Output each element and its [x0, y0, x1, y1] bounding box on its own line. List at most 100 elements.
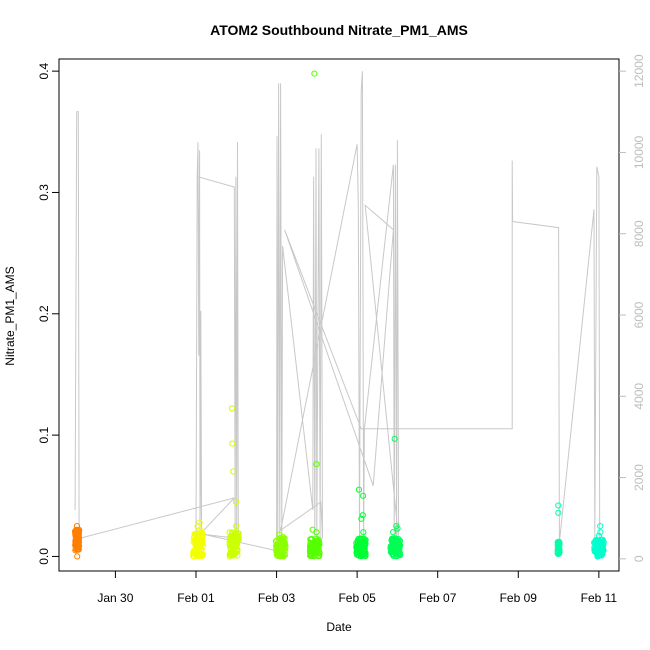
data-point — [592, 539, 599, 546]
y2-tick-label: 12000 — [632, 54, 646, 88]
data-point — [555, 543, 562, 550]
data-point — [390, 541, 397, 548]
data-point — [313, 544, 320, 551]
data-point — [229, 440, 236, 447]
data-point — [359, 512, 366, 519]
data-point — [395, 536, 402, 543]
data-point — [361, 549, 368, 556]
data-point — [596, 552, 603, 559]
data-point — [395, 544, 402, 551]
data-point — [353, 550, 360, 557]
data-point — [316, 549, 323, 556]
data-point — [313, 542, 320, 549]
data-point — [598, 546, 606, 554]
data-point — [229, 550, 236, 557]
data-point — [198, 541, 206, 548]
scatter-group — [272, 531, 289, 560]
x-axis-label: Date — [326, 620, 352, 634]
data-point — [555, 547, 562, 554]
data-point — [390, 529, 397, 536]
data-point — [232, 498, 240, 505]
scatter-group — [387, 435, 404, 560]
data-point — [228, 542, 235, 549]
y2-tick-label: 6000 — [632, 301, 646, 328]
data-point — [355, 486, 363, 493]
data-point — [233, 523, 240, 530]
data-point — [280, 553, 287, 560]
data-point — [280, 545, 288, 553]
data-point — [307, 545, 314, 552]
data-point — [394, 525, 401, 532]
data-point — [307, 549, 314, 556]
data-point — [196, 526, 203, 533]
data-point — [597, 529, 604, 536]
data-point — [313, 529, 320, 536]
data-point — [311, 70, 318, 77]
scatter-group — [554, 502, 563, 558]
data-point — [227, 538, 234, 545]
data-point — [555, 541, 562, 548]
data-point — [198, 552, 205, 559]
scatter-group — [72, 523, 83, 560]
data-point — [358, 540, 365, 547]
data-point — [74, 543, 81, 550]
data-point — [395, 550, 402, 557]
data-point — [229, 529, 236, 536]
data-point — [74, 535, 81, 543]
x-tick-label: Feb 05 — [338, 591, 376, 605]
data-point — [192, 539, 199, 546]
data-point — [276, 535, 283, 542]
data-point — [357, 551, 364, 558]
scatter-group — [353, 486, 369, 560]
data-point — [197, 550, 204, 558]
data-point — [228, 405, 236, 412]
data-point — [197, 537, 204, 544]
data-point — [279, 536, 286, 543]
y2-tick-label: 8000 — [632, 220, 646, 247]
data-point — [313, 461, 320, 468]
data-point — [555, 502, 562, 509]
x-tick-label: Feb 03 — [258, 591, 296, 605]
x-tick-label: Feb 01 — [177, 591, 215, 605]
data-point — [73, 523, 81, 530]
y-tick-label: 0.2 — [37, 305, 51, 322]
scatter-group — [190, 519, 206, 560]
data-point — [389, 551, 396, 558]
data-point — [74, 553, 81, 560]
data-point — [597, 523, 604, 530]
x-tick-label: Jan 30 — [97, 591, 133, 605]
data-point — [315, 553, 322, 560]
x-tick-label: Feb 09 — [500, 591, 538, 605]
data-point — [273, 551, 280, 558]
axes-layer: Jan 30 Feb 01 Feb 03 Feb 05 Feb 07 Feb 09 Feb … — [37, 54, 646, 605]
secondary-line — [74, 71, 601, 552]
y-tick-label: 0.3 — [37, 184, 51, 201]
data-point — [353, 546, 360, 553]
data-point — [230, 468, 237, 475]
y2-tick-label: 10000 — [632, 135, 646, 169]
data-point — [360, 492, 367, 499]
y-axis-label: Nitrate_PM1_AMS — [3, 266, 17, 365]
plot-frame — [58, 58, 620, 572]
x-tick-label: Feb 07 — [419, 591, 457, 605]
data-point — [555, 509, 562, 516]
data-point — [597, 545, 604, 552]
y-tick-label: 0.4 — [37, 62, 51, 79]
scatter-group — [226, 405, 242, 560]
data-point — [393, 542, 400, 549]
data-point — [74, 529, 81, 536]
y2-tick-label: 4000 — [632, 383, 646, 410]
data-point — [358, 515, 365, 522]
data-point — [278, 545, 285, 553]
data-point — [307, 541, 314, 548]
scatter-points-layer — [72, 70, 607, 560]
data-point — [593, 545, 600, 552]
data-point — [354, 543, 361, 550]
y-tick-label: 0.0 — [37, 548, 51, 565]
data-point — [360, 529, 367, 536]
y2-tick-label: 0 — [632, 555, 646, 562]
secondary-line-layer — [74, 71, 601, 552]
data-point — [391, 435, 398, 442]
x-tick-label: Feb 11 — [581, 591, 618, 605]
